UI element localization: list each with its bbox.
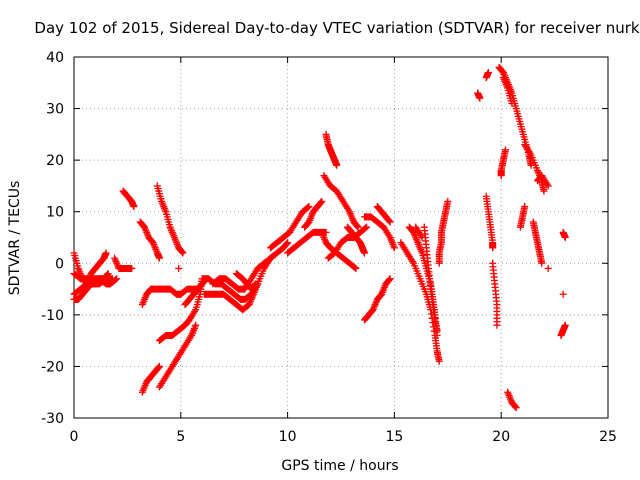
x-tick-label: 10 — [279, 429, 297, 445]
data-point — [113, 275, 121, 283]
data-point — [435, 357, 443, 365]
data-point — [544, 182, 552, 190]
y-axis-label: SDTVAR / TECUs — [7, 181, 23, 296]
data-point — [435, 259, 443, 267]
data-point — [128, 264, 136, 272]
data-point — [561, 234, 569, 241]
data-point — [112, 276, 120, 284]
data-point — [508, 99, 516, 107]
data-point — [155, 363, 163, 371]
data-point — [360, 249, 368, 257]
x-axis: 0 5 10 15 20 25 — [70, 57, 617, 445]
data-point — [512, 404, 520, 412]
data-point — [497, 172, 505, 180]
data-point — [390, 244, 398, 252]
data-point — [251, 281, 259, 289]
x-tick-label: 20 — [492, 429, 510, 445]
data-point — [304, 203, 312, 211]
data-point — [538, 259, 546, 267]
plot-border — [73, 56, 609, 419]
y-tick-label: 10 — [46, 205, 64, 221]
data-point — [386, 275, 394, 283]
y-tick-label: 40 — [46, 50, 64, 66]
x-tick-label: 25 — [599, 429, 617, 445]
data-point — [333, 161, 341, 169]
data-point — [354, 223, 362, 231]
chart-title: Day 102 of 2015, Sidereal Day-to-day VTE… — [34, 19, 639, 37]
data-point — [363, 223, 371, 231]
data-point — [489, 244, 497, 252]
x-axis-label: GPS time / hours — [281, 458, 398, 474]
data-point — [385, 276, 393, 284]
data-point — [317, 198, 325, 206]
data-point — [362, 224, 370, 232]
data-point — [155, 362, 163, 370]
data-point — [559, 290, 567, 298]
x-tick-label: 15 — [385, 429, 403, 445]
data-point — [418, 234, 426, 241]
y-tick-label: -20 — [41, 359, 64, 375]
y-tick-label: -30 — [41, 411, 64, 427]
data-point — [305, 203, 313, 211]
data-point — [484, 68, 492, 76]
data-point — [179, 249, 187, 257]
data-point — [540, 187, 548, 195]
data-point — [267, 254, 275, 262]
y-tick-label: 30 — [46, 102, 64, 118]
data-point — [433, 326, 441, 334]
data-point — [318, 197, 326, 205]
data-point — [351, 264, 359, 272]
y-axis: -30 -20 -10 0 10 20 30 40 — [41, 50, 608, 427]
plot-frame — [73, 56, 609, 419]
data-point — [544, 264, 552, 272]
data-point — [476, 94, 484, 102]
x-tick-label: 0 — [70, 429, 79, 445]
data-point — [175, 264, 183, 272]
data-point — [352, 264, 360, 272]
data-point — [155, 254, 163, 262]
data-point — [102, 249, 110, 257]
data-point — [385, 217, 393, 225]
data-point — [284, 239, 292, 247]
y-tick-label: -10 — [41, 308, 64, 324]
data-point — [192, 321, 200, 329]
data-point — [130, 203, 138, 211]
data-point — [386, 218, 394, 226]
data-point — [516, 223, 524, 231]
data-point — [265, 255, 273, 263]
data-points — [70, 63, 569, 412]
x-tick-label: 5 — [176, 429, 185, 445]
data-point — [511, 403, 519, 411]
grid — [74, 57, 608, 418]
y-tick-label: 20 — [46, 153, 64, 169]
data-point — [561, 321, 569, 329]
y-tick-label: 0 — [55, 256, 64, 272]
data-point — [252, 280, 260, 288]
data-point — [178, 248, 186, 256]
data-point — [493, 321, 501, 329]
data-point — [283, 240, 291, 248]
data-point — [353, 222, 361, 230]
